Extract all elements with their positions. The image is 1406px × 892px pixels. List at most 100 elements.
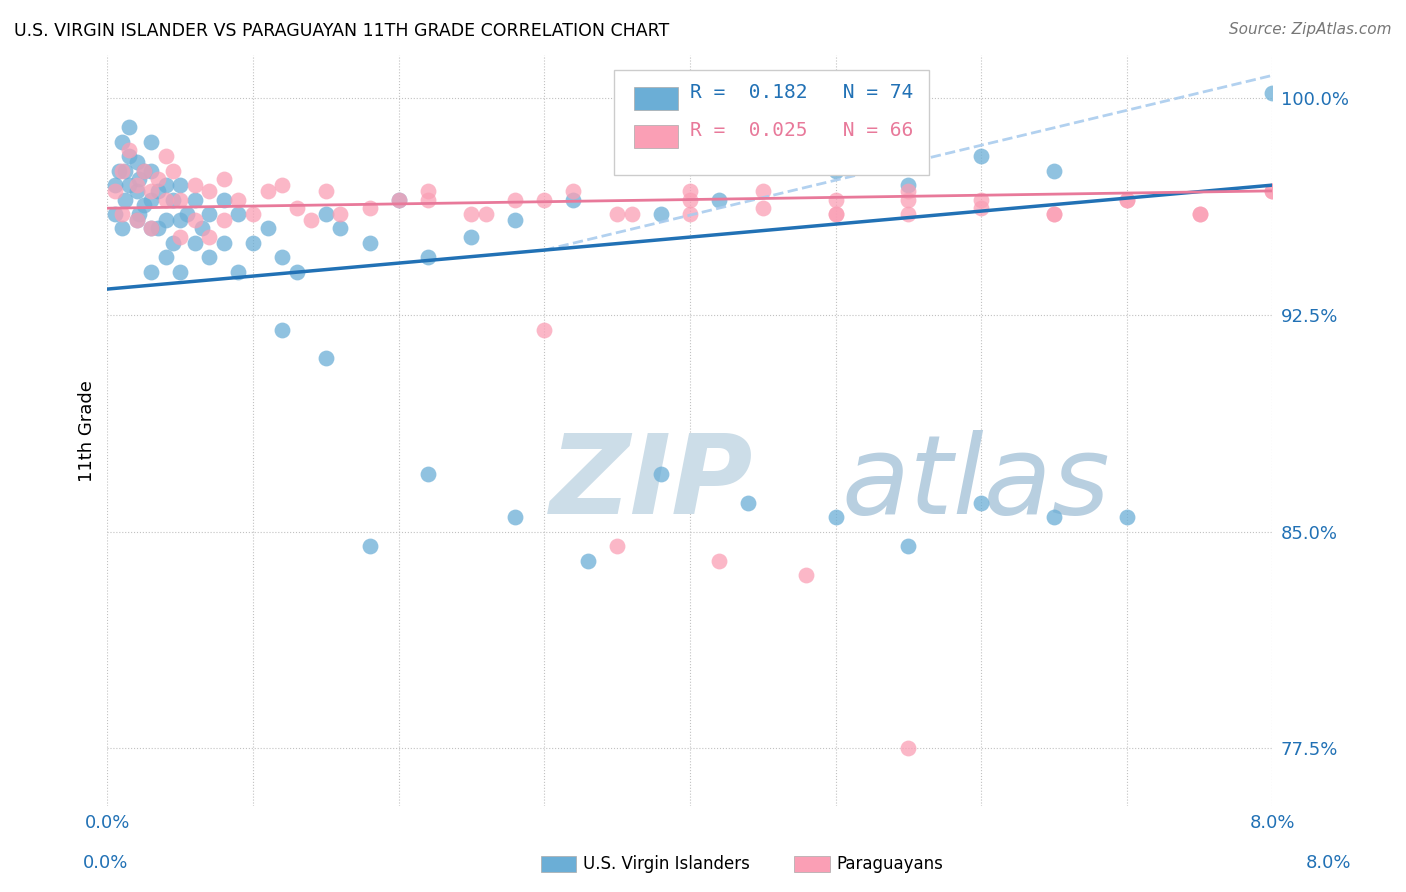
- Text: U.S. VIRGIN ISLANDER VS PARAGUAYAN 11TH GRADE CORRELATION CHART: U.S. VIRGIN ISLANDER VS PARAGUAYAN 11TH …: [14, 22, 669, 40]
- Point: [1115, 193, 1137, 207]
- Point: [114, 193, 136, 207]
- Point: [114, 163, 136, 178]
- Text: R =  0.025   N = 66: R = 0.025 N = 66: [690, 120, 912, 140]
- Point: [970, 193, 993, 207]
- Point: [228, 265, 250, 279]
- Point: [897, 539, 920, 553]
- Point: [824, 163, 846, 178]
- Point: [118, 149, 141, 163]
- Point: [271, 178, 294, 193]
- Point: [228, 207, 250, 221]
- FancyBboxPatch shape: [634, 87, 678, 110]
- Point: [970, 149, 993, 163]
- Point: [184, 212, 207, 227]
- Point: [416, 250, 439, 264]
- Point: [460, 207, 482, 221]
- Point: [191, 221, 214, 235]
- Point: [285, 201, 308, 215]
- Point: [104, 184, 127, 198]
- Text: R =  0.182   N = 74: R = 0.182 N = 74: [690, 83, 912, 103]
- Text: 8.0%: 8.0%: [1306, 855, 1351, 872]
- Point: [620, 207, 643, 221]
- Point: [359, 539, 381, 553]
- Point: [155, 212, 177, 227]
- Point: [118, 120, 141, 135]
- Point: [503, 510, 526, 524]
- Point: [1043, 207, 1066, 221]
- Point: [1043, 163, 1066, 178]
- Point: [125, 155, 148, 169]
- Point: [576, 553, 599, 567]
- Y-axis label: 11th Grade: 11th Grade: [79, 380, 96, 482]
- Point: [169, 212, 191, 227]
- Point: [125, 178, 148, 193]
- Point: [970, 496, 993, 510]
- Point: [176, 207, 198, 221]
- Point: [155, 193, 177, 207]
- Point: [155, 149, 177, 163]
- Point: [388, 193, 411, 207]
- FancyBboxPatch shape: [634, 125, 678, 147]
- Point: [503, 193, 526, 207]
- Point: [104, 178, 127, 193]
- Point: [650, 207, 672, 221]
- Point: [897, 741, 920, 756]
- Point: [897, 193, 920, 207]
- Point: [329, 221, 352, 235]
- Point: [169, 178, 191, 193]
- Point: [359, 201, 381, 215]
- Point: [751, 201, 773, 215]
- Point: [562, 184, 585, 198]
- Point: [796, 568, 818, 582]
- Point: [679, 193, 702, 207]
- Point: [315, 351, 337, 366]
- Point: [162, 193, 184, 207]
- Point: [751, 184, 773, 198]
- Point: [1188, 207, 1211, 221]
- Point: [118, 178, 141, 193]
- Point: [139, 265, 162, 279]
- Text: ZIP: ZIP: [550, 430, 754, 537]
- Point: [650, 467, 672, 481]
- Point: [271, 250, 294, 264]
- Point: [1115, 510, 1137, 524]
- Point: [897, 184, 920, 198]
- Point: [824, 207, 846, 221]
- Point: [606, 207, 628, 221]
- Point: [108, 163, 131, 178]
- Point: [737, 496, 759, 510]
- Point: [198, 207, 221, 221]
- Point: [679, 184, 702, 198]
- Point: [139, 221, 162, 235]
- Point: [128, 172, 150, 186]
- Point: [460, 230, 482, 244]
- Point: [111, 207, 134, 221]
- Point: [533, 322, 555, 336]
- Point: [212, 212, 235, 227]
- Point: [184, 193, 207, 207]
- Point: [132, 163, 155, 178]
- Point: [416, 467, 439, 481]
- Point: [707, 193, 730, 207]
- Point: [475, 207, 498, 221]
- Point: [416, 184, 439, 198]
- Point: [169, 230, 191, 244]
- Point: [1261, 86, 1284, 100]
- Point: [256, 184, 278, 198]
- Point: [118, 144, 141, 158]
- Point: [184, 178, 207, 193]
- Text: Paraguayans: Paraguayans: [837, 855, 943, 873]
- Point: [1261, 184, 1284, 198]
- Point: [315, 207, 337, 221]
- Point: [139, 135, 162, 149]
- Point: [285, 265, 308, 279]
- Point: [359, 235, 381, 250]
- Point: [125, 212, 148, 227]
- Text: U.S. Virgin Islanders: U.S. Virgin Islanders: [583, 855, 751, 873]
- Text: Source: ZipAtlas.com: Source: ZipAtlas.com: [1229, 22, 1392, 37]
- Point: [169, 265, 191, 279]
- Point: [228, 193, 250, 207]
- Point: [184, 235, 207, 250]
- Point: [139, 184, 162, 198]
- Text: atlas: atlas: [841, 430, 1109, 537]
